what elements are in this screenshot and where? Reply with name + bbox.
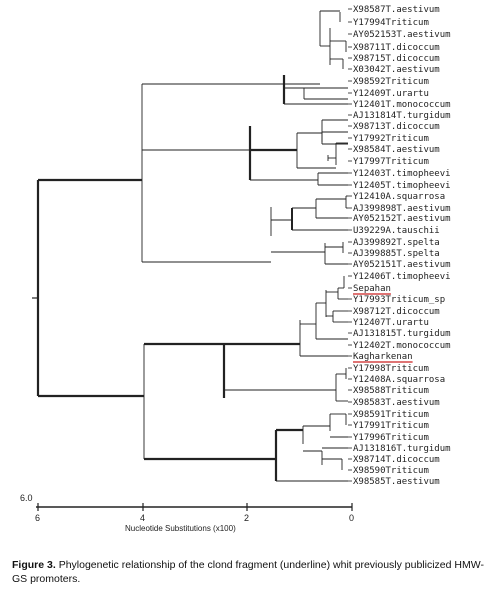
caption-label: Figure 3. bbox=[12, 559, 56, 571]
leaf-label: X98585T.aestivum bbox=[353, 477, 440, 487]
scale-axis-title: Nucleotide Substitutions (x100) bbox=[125, 524, 236, 533]
leaf-label: X98711T.dicoccum bbox=[353, 43, 440, 53]
scale-bar: 6.0 Nucleotide Substitutions (x100) 6 4 2 0 bbox=[20, 493, 354, 533]
leaf-label: Y17991Triticum bbox=[353, 421, 429, 431]
leaf-label: X98592Triticum bbox=[353, 77, 429, 87]
leaf-label: Sepahan bbox=[353, 284, 391, 294]
leaf-label: Y17998Triticum bbox=[353, 364, 429, 374]
leaf-label: Y12402T.monococcum bbox=[353, 341, 451, 351]
tree-branches bbox=[32, 8, 352, 482]
leaf-label: Kagharkenan bbox=[353, 352, 413, 362]
caption-text: Phylogenetic relationship of the clond f… bbox=[12, 559, 484, 585]
leaf-label: X98588Triticum bbox=[353, 386, 429, 396]
leaf-label: Y17992Triticum bbox=[353, 134, 429, 144]
leaf-label: X98713T.dicoccum bbox=[353, 122, 440, 132]
leaf-label: Y12409T.urartu bbox=[353, 89, 429, 99]
scale-tick-label: 6 bbox=[35, 513, 40, 523]
leaf-label: AJ131816T.turgidum bbox=[353, 444, 451, 454]
leaf-label: AJ131814T.turgidum bbox=[353, 111, 451, 121]
leaf-label: AY052153T.aestivum bbox=[353, 30, 451, 40]
leaf-label: X98715T.dicoccum bbox=[353, 54, 440, 64]
scale-tick-label: 0 bbox=[349, 513, 354, 523]
leaf-label: Y12401T.monococcum bbox=[353, 100, 451, 110]
scale-tick-label: 4 bbox=[140, 513, 145, 523]
leaf-label: X98714T.dicoccum bbox=[353, 455, 440, 465]
leaf-label: Y12407T.urartu bbox=[353, 318, 429, 328]
leaf-label: AY052152T.aestivum bbox=[353, 214, 451, 224]
leaf-label: X98584T.aestivum bbox=[353, 145, 440, 155]
leaf-label: Y12410A.squarrosa bbox=[353, 192, 445, 202]
scale-tick-label: 2 bbox=[244, 513, 249, 523]
leaf-labels: X98587T.aestivum Y17994Triticum AY052153T.… bbox=[353, 5, 451, 487]
leaf-label: U39229A.tauschii bbox=[353, 226, 440, 236]
leaf-label: X98587T.aestivum bbox=[353, 5, 440, 15]
scale-top-label: 6.0 bbox=[20, 493, 33, 503]
leaf-label: Y12405T.timopheevi bbox=[353, 181, 451, 191]
leaf-label: Y12403T.timopheevi bbox=[353, 169, 451, 179]
leaf-label: AJ399898T.aestivum bbox=[353, 204, 451, 214]
leaf-label: Y17994Triticum bbox=[353, 18, 429, 28]
leaf-label: X98591Triticum bbox=[353, 410, 429, 420]
leaf-label: Y17997Triticum bbox=[353, 157, 429, 167]
leaf-label: AJ399885T.spelta bbox=[353, 249, 440, 259]
leaf-label: AY052151T.aestivum bbox=[353, 260, 451, 270]
leaf-label: Y17996Triticum bbox=[353, 433, 429, 443]
leaf-label: AJ399892T.spelta bbox=[353, 238, 440, 248]
leaf-label: X03042T.aestivum bbox=[353, 65, 440, 75]
leaf-label: X98590Triticum bbox=[353, 466, 429, 476]
leaf-label: Y12406T.timopheevi bbox=[353, 272, 451, 282]
leaf-label: Y12408A.squarrosa bbox=[353, 375, 445, 385]
figure-caption: Figure 3. Phylogenetic relationship of t… bbox=[12, 558, 496, 586]
leaf-label: AJ131815T.turgidum bbox=[353, 329, 451, 339]
leaf-label: Y17993Triticum_sp bbox=[353, 295, 445, 305]
leaf-label: X98583T.aestivum bbox=[353, 398, 440, 408]
leaf-label: X98712T.dicoccum bbox=[353, 307, 440, 317]
